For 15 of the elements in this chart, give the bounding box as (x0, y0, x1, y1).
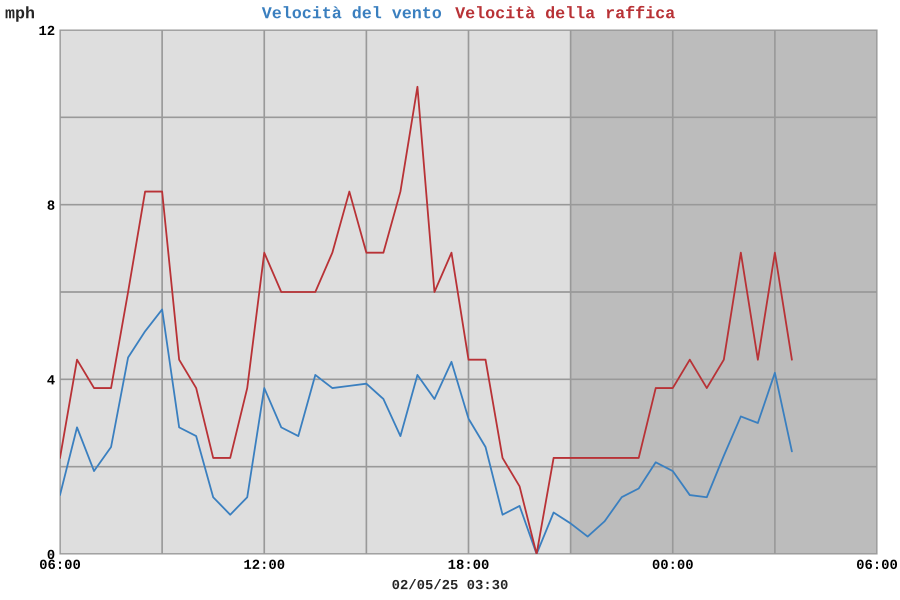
x-tick-label: 06:00 (40, 560, 80, 570)
y-tick-label: 12 (39, 26, 54, 36)
text: Velocità della raffica (455, 6, 675, 18)
x-tick-label: 06:00 (856, 560, 898, 570)
x-tick-label: 18:00 (448, 560, 489, 570)
line-series (60, 308, 793, 554)
text: Velocità del vento (262, 6, 442, 18)
y-axis-title: mph (6, 6, 34, 22)
y-tick-label: 8 (48, 200, 54, 210)
text: 02/05/25 03:30 (392, 579, 508, 590)
y-tick-label: 0 (48, 550, 54, 560)
x-tick-label: 00:00 (652, 560, 693, 570)
y-tick-label: 4 (47, 375, 55, 384)
line-series (60, 86, 793, 554)
x-tick-label: 12:00 (244, 560, 284, 570)
